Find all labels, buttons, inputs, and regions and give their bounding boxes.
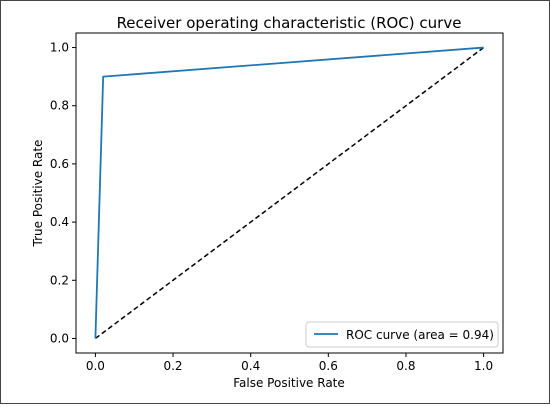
legend-label-roc: ROC curve (area = 0.94) bbox=[346, 328, 494, 342]
x-axis-label: False Positive Rate bbox=[233, 376, 345, 390]
y-tick-label: 0.0 bbox=[50, 331, 69, 345]
x-tick-label: 1.0 bbox=[474, 359, 493, 373]
chart-title: Receiver operating characteristic (ROC) … bbox=[117, 14, 462, 32]
x-tick-label: 0.4 bbox=[241, 359, 260, 373]
roc-curve-line bbox=[94, 46, 484, 339]
series-layer bbox=[94, 46, 485, 340]
legend-box bbox=[305, 321, 499, 348]
y-tick-label: 1.0 bbox=[50, 41, 69, 55]
y-tick-label: 0.4 bbox=[50, 215, 69, 229]
x-tick-label: 0.2 bbox=[163, 359, 182, 373]
x-tick-label: 0.8 bbox=[396, 359, 415, 373]
y-tick-label: 0.6 bbox=[50, 157, 69, 171]
y-axis: 0.0 0.2 0.4 0.6 0.8 1.0 bbox=[50, 41, 76, 345]
x-tick-label: 0.6 bbox=[319, 359, 338, 373]
x-axis: 0.0 0.2 0.4 0.6 0.8 1.0 bbox=[86, 353, 493, 373]
y-tick-label: 0.8 bbox=[50, 99, 69, 113]
chance-diagonal-line bbox=[94, 46, 485, 340]
x-tick-label: 0.0 bbox=[86, 359, 105, 373]
y-tick-label: 0.2 bbox=[50, 273, 69, 287]
y-axis-label: True Positive Rate bbox=[31, 140, 45, 248]
legend: ROC curve (area = 0.94) bbox=[305, 321, 499, 348]
